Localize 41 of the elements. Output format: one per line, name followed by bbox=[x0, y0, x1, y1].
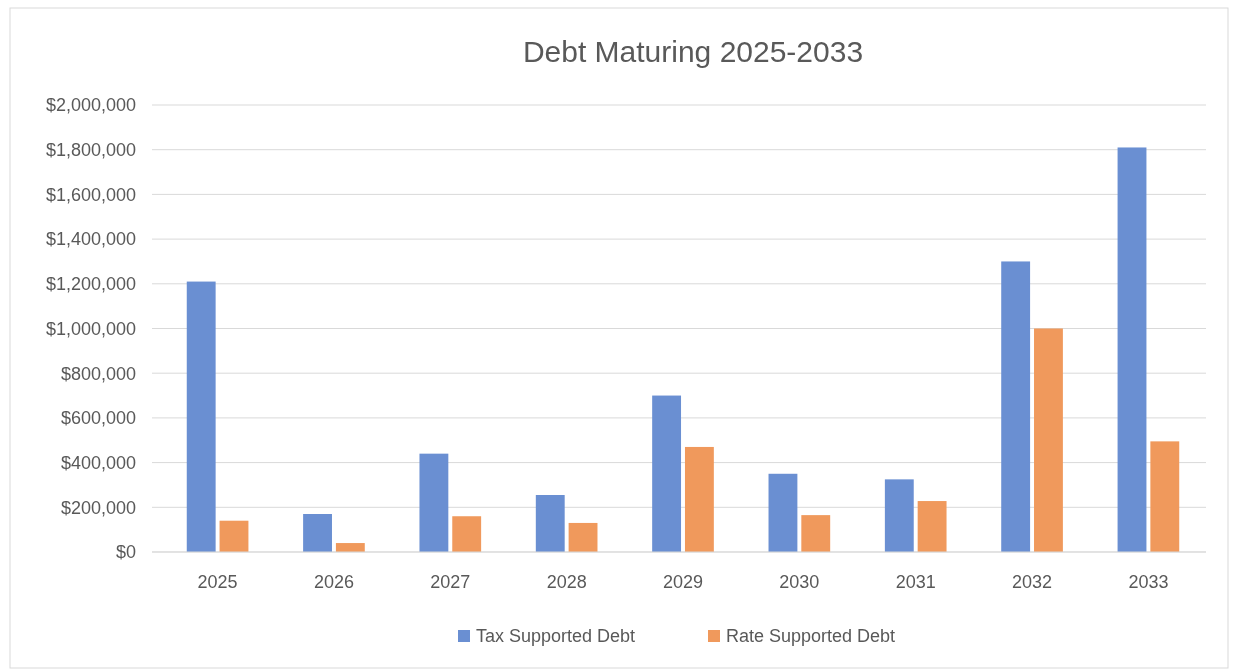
bar bbox=[335, 543, 365, 552]
x-tick-label: 2025 bbox=[197, 572, 238, 592]
y-tick-label: $600,000 bbox=[60, 408, 136, 429]
x-tick-label: 2032 bbox=[1012, 572, 1053, 592]
y-tick-label: $400,000 bbox=[60, 452, 136, 473]
bar bbox=[568, 522, 598, 552]
bar bbox=[303, 514, 332, 552]
bar bbox=[801, 515, 831, 552]
y-tick-label: $1,600,000 bbox=[45, 184, 136, 205]
x-tick-label: 2033 bbox=[1128, 572, 1169, 592]
bar bbox=[1117, 147, 1147, 552]
bar bbox=[219, 520, 249, 552]
legend-label: Tax Supported Debt bbox=[476, 626, 636, 647]
x-tick-label: 2028 bbox=[546, 572, 587, 592]
x-tick-label: 2031 bbox=[895, 572, 936, 592]
y-tick-label: $1,400,000 bbox=[45, 229, 136, 250]
bar bbox=[1150, 441, 1180, 552]
x-tick-label: 2027 bbox=[430, 572, 471, 592]
bar bbox=[768, 473, 798, 552]
bar bbox=[884, 479, 914, 552]
bar bbox=[535, 495, 565, 552]
bar bbox=[1034, 328, 1063, 552]
legend-label: Rate Supported Debt bbox=[726, 626, 896, 647]
y-tick-label: $2,000,000 bbox=[45, 95, 136, 116]
y-tick-label: $1,200,000 bbox=[45, 274, 136, 295]
x-tick-label: 2026 bbox=[313, 572, 354, 592]
bar bbox=[684, 446, 714, 552]
y-tick-label: $1,800,000 bbox=[45, 140, 136, 160]
x-tick-label: 2029 bbox=[662, 572, 704, 592]
bar bbox=[452, 516, 482, 552]
bar bbox=[1001, 261, 1031, 552]
y-tick-label: $1,000,000 bbox=[45, 318, 136, 339]
bar bbox=[917, 501, 947, 552]
bar bbox=[652, 395, 682, 552]
bar bbox=[186, 281, 216, 552]
bar bbox=[419, 453, 449, 552]
y-tick-label: $0 bbox=[115, 542, 136, 563]
y-tick-label: $200,000 bbox=[60, 497, 136, 518]
y-tick-label: $800,000 bbox=[60, 363, 136, 384]
x-tick-label: 2030 bbox=[779, 572, 820, 592]
chart-title: Debt Maturing 2025-2033 bbox=[522, 35, 864, 68]
